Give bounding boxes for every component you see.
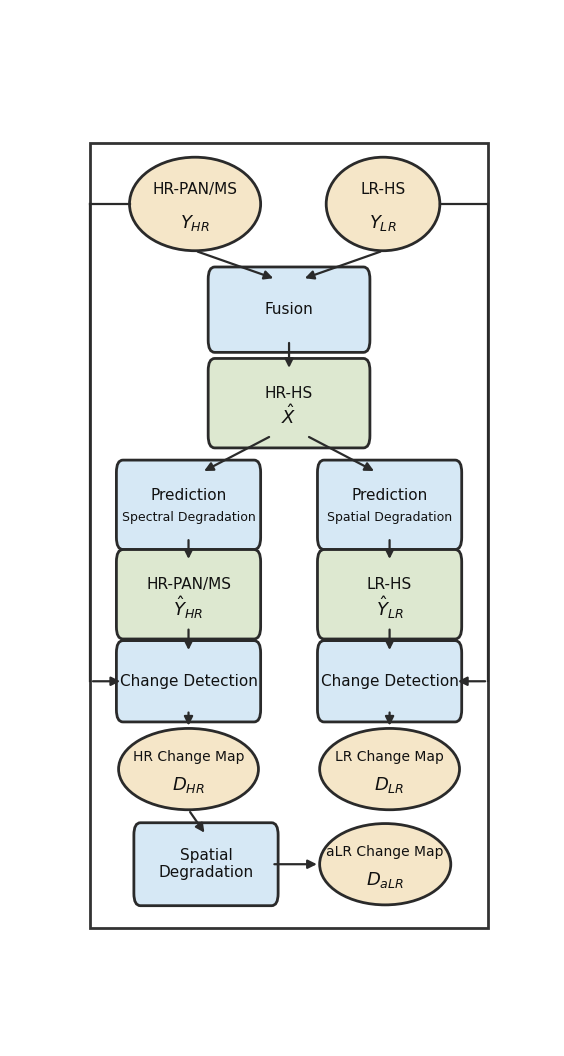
Text: HR-PAN/MS: HR-PAN/MS — [153, 183, 237, 197]
Text: $\hat{Y}_{HR}$: $\hat{Y}_{HR}$ — [173, 593, 204, 621]
FancyBboxPatch shape — [208, 358, 370, 448]
Ellipse shape — [130, 157, 261, 250]
Text: $Y_{HR}$: $Y_{HR}$ — [180, 212, 210, 232]
Ellipse shape — [320, 824, 451, 905]
Text: aLR Change Map: aLR Change Map — [327, 845, 444, 859]
Ellipse shape — [326, 157, 440, 250]
FancyBboxPatch shape — [90, 143, 488, 927]
FancyBboxPatch shape — [116, 641, 261, 722]
Text: Fusion: Fusion — [265, 302, 314, 317]
Text: HR-HS: HR-HS — [265, 385, 313, 401]
FancyBboxPatch shape — [208, 267, 370, 353]
FancyBboxPatch shape — [134, 823, 278, 906]
Text: $D_{LR}$: $D_{LR}$ — [374, 775, 405, 795]
Text: Spatial Degradation: Spatial Degradation — [327, 511, 452, 525]
FancyBboxPatch shape — [116, 549, 261, 639]
Text: $Y_{LR}$: $Y_{LR}$ — [369, 212, 397, 232]
Ellipse shape — [320, 729, 460, 810]
Ellipse shape — [118, 729, 258, 810]
Text: $D_{HR}$: $D_{HR}$ — [172, 775, 205, 795]
FancyBboxPatch shape — [318, 641, 462, 722]
Text: Prediction: Prediction — [351, 488, 428, 503]
FancyBboxPatch shape — [116, 460, 261, 549]
Text: HR Change Map: HR Change Map — [133, 750, 244, 763]
Text: Change Detection: Change Detection — [321, 674, 459, 689]
Text: Spectral Degradation: Spectral Degradation — [122, 511, 255, 525]
Text: HR-PAN/MS: HR-PAN/MS — [146, 577, 231, 592]
Text: LR Change Map: LR Change Map — [335, 750, 444, 763]
Text: LR-HS: LR-HS — [367, 577, 412, 592]
FancyBboxPatch shape — [318, 460, 462, 549]
Text: $\hat{Y}_{LR}$: $\hat{Y}_{LR}$ — [376, 593, 403, 621]
Text: $\hat{X}$: $\hat{X}$ — [281, 404, 297, 428]
Text: Prediction: Prediction — [151, 488, 227, 503]
Text: Spatial
Degradation: Spatial Degradation — [158, 848, 254, 881]
Text: Change Detection: Change Detection — [120, 674, 257, 689]
Text: LR-HS: LR-HS — [360, 183, 406, 197]
FancyBboxPatch shape — [318, 549, 462, 639]
Text: $D_{aLR}$: $D_{aLR}$ — [366, 870, 404, 890]
